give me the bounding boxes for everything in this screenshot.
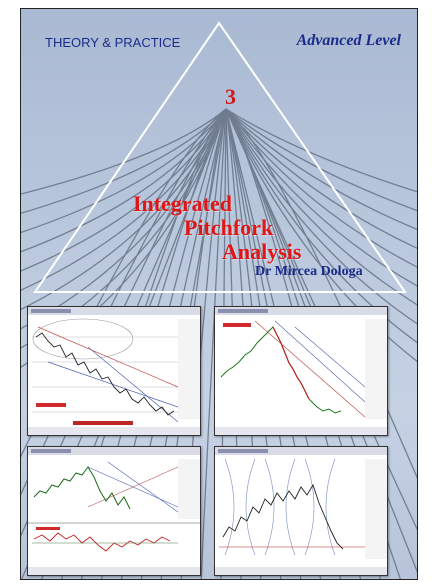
stock-chart-icon [215,447,387,575]
level-label: Advanced Level [296,32,401,49]
author-name: Dr Mircea Dologa [255,264,363,279]
title-line-1: Integrated [133,191,232,216]
chart-panel-4 [214,446,388,576]
track-curve [21,108,227,291]
track-curve [225,108,417,231]
track-curve [21,108,227,311]
track-curve [21,108,227,214]
track-curve [21,108,227,458]
stock-chart-icon [28,447,200,575]
track-curve [225,108,417,531]
stock-chart-icon [215,307,387,435]
track-curve [225,108,417,249]
track-curve [225,108,417,306]
title-line-2: Pitchfork [184,215,274,240]
track-curve [225,108,417,193]
chart-panel-2 [214,306,388,436]
track-curve [21,108,227,253]
track-curve [225,108,417,325]
chart-panel-1 [27,306,201,436]
stock-chart-icon [28,307,200,435]
volume-number: 3 [225,84,236,109]
series-label: THEORY & PRACTICE [45,35,181,50]
track-curve [225,108,417,268]
chart-panel-3 [27,446,201,576]
track-curve [200,108,227,579]
track-curve [225,108,417,287]
track-curve [21,108,227,234]
pitchfork-triangle [33,21,407,293]
track-curve [21,108,227,195]
title-line-3: Analysis [222,239,302,264]
track-curve [225,108,417,363]
track-curve [225,108,417,479]
track-curve [21,108,227,272]
track-curve [225,108,417,344]
